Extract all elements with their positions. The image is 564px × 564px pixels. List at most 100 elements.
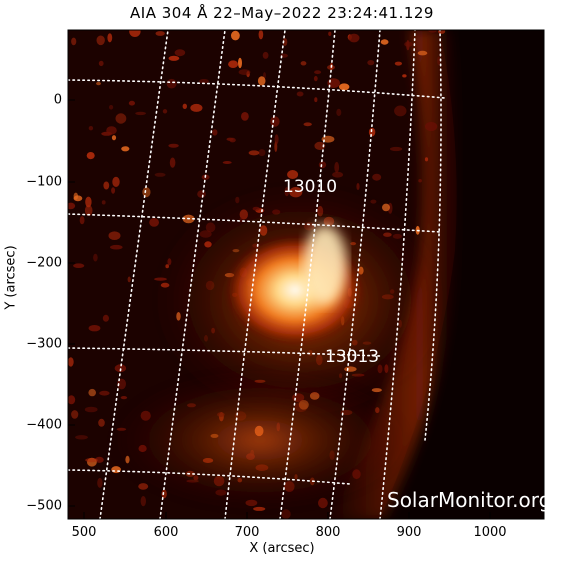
network-speckle: [75, 435, 88, 440]
network-speckle: [88, 325, 101, 332]
network-speckle: [97, 477, 103, 488]
network-speckle: [368, 127, 376, 137]
network-speckle: [140, 496, 146, 507]
network-speckle: [318, 161, 327, 169]
network-speckle: [258, 149, 266, 157]
network-speckle: [300, 61, 307, 66]
network-speckle: [96, 81, 101, 86]
x-tick-label: 500: [71, 525, 97, 540]
network-speckle: [303, 122, 312, 127]
network-speckle: [199, 79, 209, 84]
network-speckle: [121, 146, 130, 152]
network-speckle: [169, 157, 176, 168]
network-speckle: [281, 509, 291, 519]
network-speckle: [334, 161, 340, 173]
network-speckle: [238, 69, 251, 75]
x-axis-label: X (arcsec): [249, 541, 315, 556]
active-region-glow-lower: [110, 370, 410, 510]
network-speckle: [241, 112, 249, 121]
network-speckle: [93, 253, 98, 262]
network-speckle: [108, 231, 121, 240]
network-speckle: [115, 113, 127, 124]
x-tick-label: 1000: [473, 525, 507, 540]
network-speckle: [212, 129, 218, 136]
x-tick-label: 600: [153, 525, 179, 540]
network-speckle: [394, 61, 402, 66]
network-speckle: [238, 57, 242, 69]
network-speckle: [190, 103, 203, 112]
network-speckle: [314, 141, 326, 150]
network-speckle: [114, 364, 127, 373]
network-speckle: [282, 38, 288, 46]
y-axis-label: Y (arcsec): [3, 245, 19, 310]
network-speckle: [348, 33, 360, 43]
network-speckle: [71, 410, 79, 419]
coordinate-grid: [68, 30, 446, 519]
network-speckle: [98, 60, 104, 67]
network-speckle: [313, 75, 318, 82]
network-speckle: [248, 150, 260, 156]
network-speckle: [274, 134, 279, 145]
network-speckle: [85, 196, 92, 208]
network-speckle: [96, 35, 105, 46]
network-speckle: [109, 105, 114, 110]
network-speckle: [110, 244, 123, 250]
network-speckle: [79, 216, 85, 225]
network-speckle: [162, 109, 168, 114]
network-speckle: [149, 218, 160, 227]
x-tick-label: 700: [234, 525, 260, 540]
network-speckle: [314, 97, 318, 103]
network-speckle: [168, 55, 180, 61]
network-speckle: [424, 121, 438, 132]
axis-ticks: [68, 99, 491, 519]
network-speckle: [380, 39, 389, 45]
network-speckle: [336, 108, 342, 116]
network-speckle: [98, 418, 105, 427]
network-speckle: [112, 176, 120, 187]
network-speckle: [73, 192, 79, 200]
network-speckle: [372, 173, 382, 181]
network-speckle: [99, 390, 110, 396]
network-speckle: [120, 396, 128, 400]
solar-limb-glow: [330, 30, 463, 519]
network-speckle: [111, 466, 121, 474]
y-tick-label: −200: [26, 255, 62, 271]
network-speckle: [95, 456, 104, 463]
network-speckle: [339, 83, 350, 91]
network-speckle: [154, 172, 166, 177]
network-speckle: [406, 40, 410, 51]
network-speckle: [111, 187, 116, 194]
network-speckle: [155, 31, 165, 36]
network-speckle: [88, 388, 96, 397]
network-speckle: [356, 183, 360, 190]
y-tick-label: −100: [26, 174, 62, 190]
watermark: SolarMonitor.org: [387, 488, 552, 512]
network-speckle: [262, 51, 269, 59]
network-speckle: [389, 146, 403, 152]
network-speckle: [394, 105, 407, 117]
network-speckle: [367, 60, 375, 66]
network-speckle: [270, 116, 280, 127]
y-tick-label: −400: [26, 417, 62, 433]
network-speckle: [68, 202, 76, 210]
network-speckle: [402, 74, 407, 78]
network-speckle: [103, 181, 110, 190]
flare-ribbon: [303, 225, 347, 305]
network-speckle: [102, 314, 109, 322]
x-tick-label: 900: [396, 525, 422, 540]
network-speckle: [135, 111, 147, 116]
network-speckle: [438, 30, 446, 34]
network-speckle: [287, 170, 299, 179]
network-speckle: [84, 205, 93, 216]
network-speckle: [111, 135, 117, 141]
network-speckle: [84, 406, 98, 413]
network-speckle: [174, 49, 186, 57]
network-speckle: [424, 157, 429, 162]
network-speckle: [166, 78, 177, 89]
network-speckle: [229, 137, 236, 143]
region-label-13013: 13013: [325, 347, 380, 367]
plot-title: AIA 304 Å 22–May–2022 23:24:41.129: [130, 4, 434, 22]
network-speckle: [231, 30, 240, 41]
network-speckle: [68, 357, 74, 367]
network-speckle: [107, 33, 113, 43]
